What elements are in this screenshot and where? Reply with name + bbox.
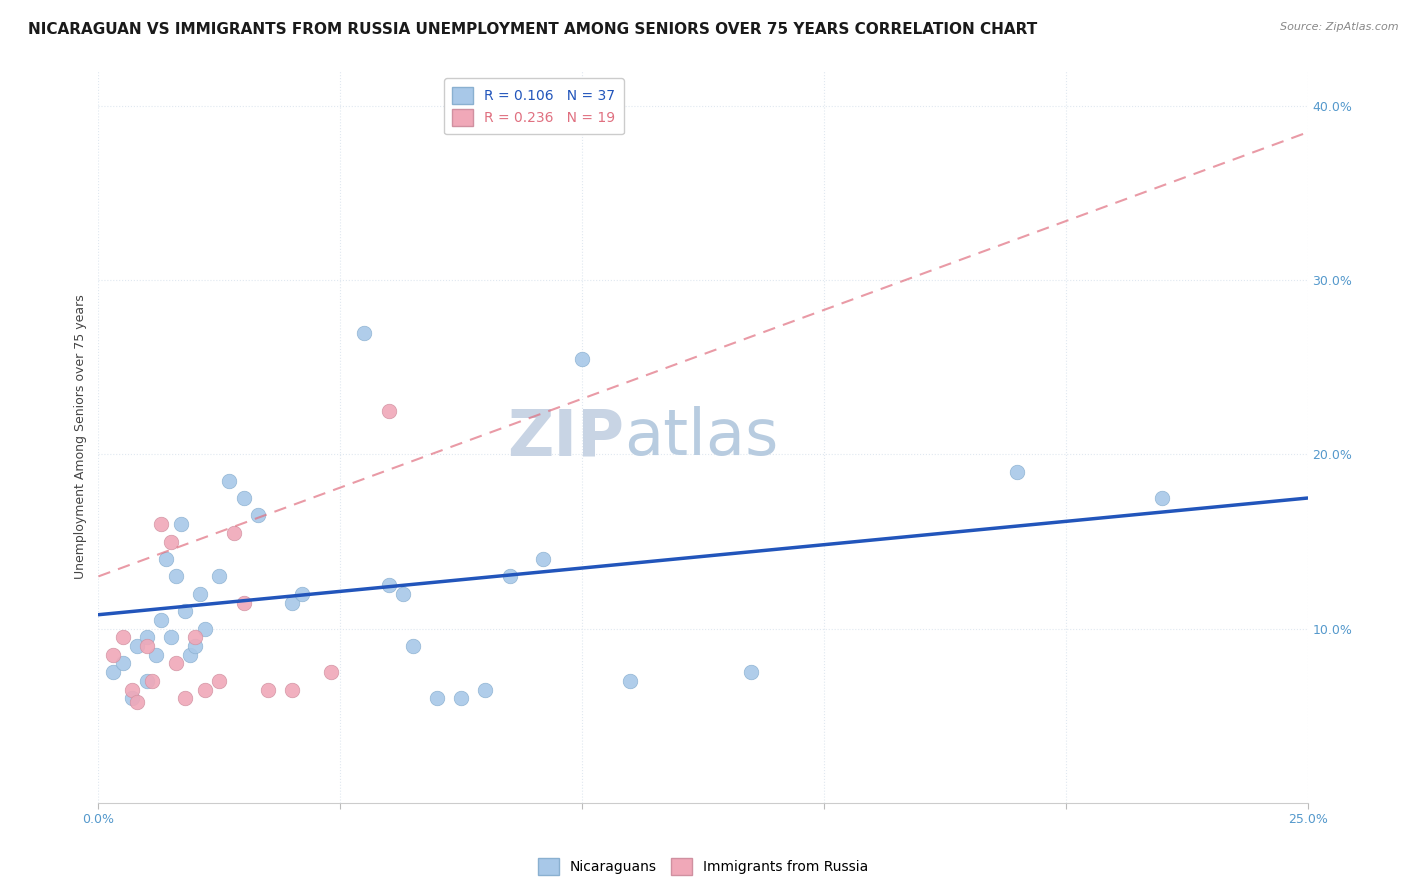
Point [319,665,342,680]
Point [127,695,149,709]
Point [174,691,197,706]
Point [1007,465,1029,479]
Legend: R = 0.106   N = 37, R = 0.236   N = 19: R = 0.106 N = 37, R = 0.236 N = 19 [444,78,624,135]
Text: Source: ZipAtlas.com: Source: ZipAtlas.com [1281,22,1399,32]
Point [194,622,217,636]
Point [740,665,762,680]
Point [353,326,375,340]
Point [101,648,124,662]
Point [150,613,173,627]
Point [232,595,254,609]
Point [402,639,425,653]
Legend: Nicaraguans, Immigrants from Russia: Nicaraguans, Immigrants from Russia [533,853,873,880]
Point [111,657,134,671]
Point [127,639,149,653]
Point [222,525,245,540]
Point [101,665,124,680]
Point [160,534,183,549]
Point [392,587,415,601]
Point [155,552,177,566]
Point [184,631,207,645]
Point [377,404,399,418]
Text: ZIP: ZIP [508,406,624,468]
Point [194,682,217,697]
Point [165,569,187,583]
Point [121,682,143,697]
Point [450,691,472,706]
Point [218,474,240,488]
Point [619,673,641,688]
Point [377,578,399,592]
Point [145,648,167,662]
Point [160,631,183,645]
Point [165,657,187,671]
Text: atlas: atlas [624,406,779,468]
Point [247,508,270,523]
Point [1152,491,1174,505]
Point [135,639,157,653]
Point [188,587,211,601]
Point [174,604,197,618]
Point [281,682,304,697]
Point [531,552,554,566]
Point [179,648,201,662]
Point [208,673,231,688]
Text: NICARAGUAN VS IMMIGRANTS FROM RUSSIA UNEMPLOYMENT AMONG SENIORS OVER 75 YEARS CO: NICARAGUAN VS IMMIGRANTS FROM RUSSIA UNE… [28,22,1038,37]
Point [474,682,496,697]
Point [426,691,449,706]
Point [169,517,191,532]
Point [498,569,520,583]
Point [150,517,173,532]
Point [571,351,593,366]
Point [232,491,254,505]
Point [184,639,207,653]
Point [135,673,157,688]
Point [121,691,143,706]
Point [141,673,163,688]
Point [256,682,278,697]
Point [290,587,312,601]
Point [281,595,304,609]
Point [111,631,134,645]
Point [135,631,157,645]
Point [208,569,231,583]
Y-axis label: Unemployment Among Seniors over 75 years: Unemployment Among Seniors over 75 years [75,294,87,580]
